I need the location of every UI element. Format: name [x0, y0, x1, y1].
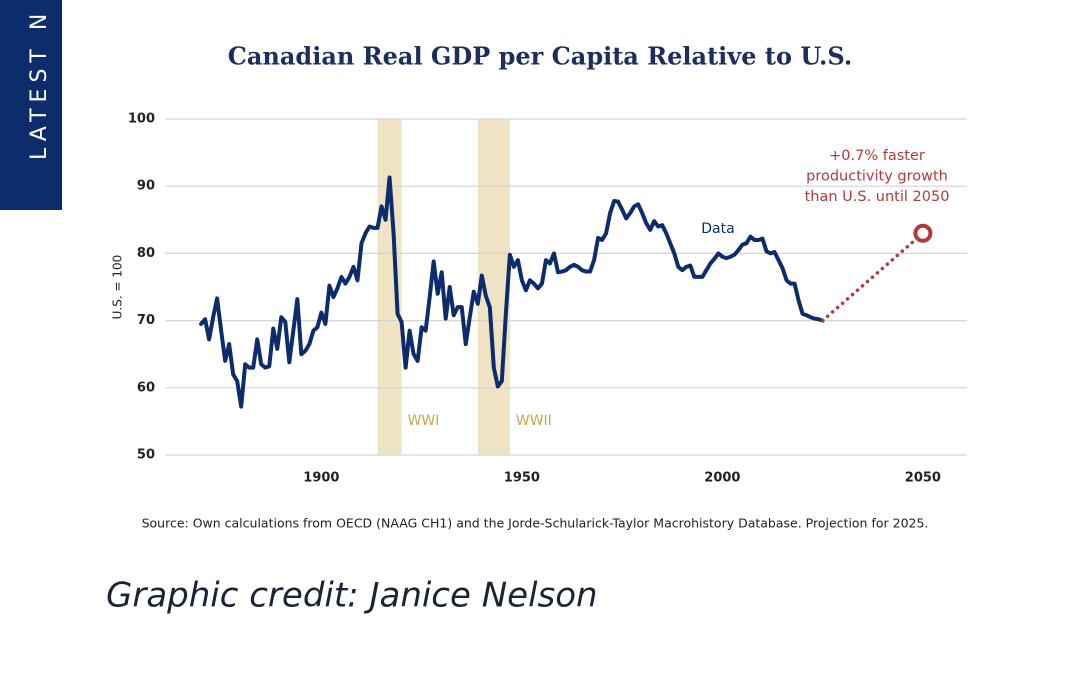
projection-endpoint — [913, 223, 933, 243]
x-tick-label: 1900 — [303, 471, 339, 486]
chart-title: Canadian Real GDP per Capita Relative to… — [228, 42, 852, 71]
y-tick-label: 80 — [137, 246, 155, 261]
sidebar-label[interactable]: LATEST N — [27, 8, 52, 160]
x-tick-label: 2000 — [704, 471, 740, 486]
x-tick-label: 2050 — [905, 471, 941, 486]
shaded-label: WWII — [516, 413, 552, 429]
y-tick-label: 50 — [137, 448, 155, 463]
source-note: Source: Own calculations from OECD (NAAG… — [142, 516, 929, 531]
y-tick-label: 90 — [137, 179, 155, 194]
series-label: Data — [701, 221, 734, 237]
projection-line — [820, 231, 925, 323]
y-axis-label: U.S. = 100 — [111, 255, 125, 320]
y-tick-label: 70 — [137, 313, 155, 328]
shaded-label: WWI — [408, 413, 440, 429]
y-tick-label: 60 — [137, 380, 155, 395]
graphic-credit: Graphic credit: Janice Nelson — [106, 576, 598, 616]
data-line — [199, 175, 825, 409]
y-tick-label: 100 — [128, 112, 155, 127]
projection-annotation: than U.S. until 2050 — [805, 189, 950, 205]
x-tick-label: 1950 — [504, 471, 540, 486]
projection-annotation: productivity growth — [806, 169, 948, 185]
projection-annotation: +0.7% faster — [829, 148, 925, 164]
sidebar-tab[interactable] — [0, 0, 62, 210]
